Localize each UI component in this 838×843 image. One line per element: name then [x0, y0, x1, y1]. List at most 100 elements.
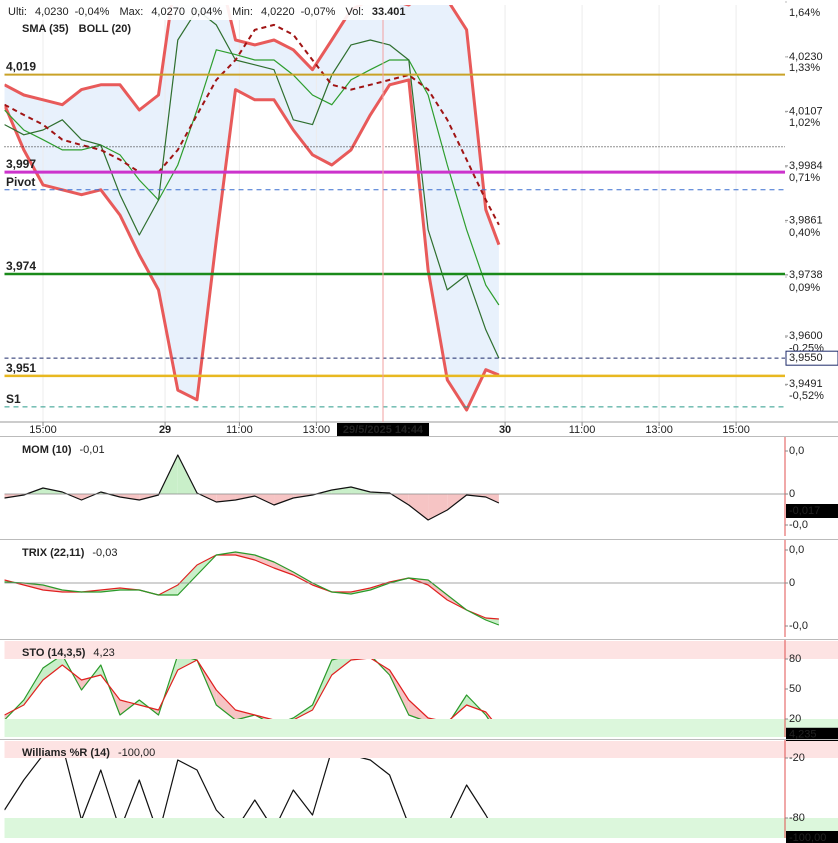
level-label: Pivot [6, 175, 35, 189]
stat-label: Min: [232, 6, 253, 18]
plot-area [4, 454, 500, 521]
x-tick-label: 30 [499, 424, 511, 436]
stat-label: Max: [119, 6, 143, 18]
panel-title-value: -0,01 [80, 444, 105, 456]
legend-entry: SMA (35) [22, 23, 69, 35]
cursor-box [337, 423, 430, 436]
zone [4, 818, 838, 838]
y-tick-label: 80 [789, 653, 801, 665]
panel-title-value: -0,03 [92, 547, 117, 559]
fill-area [235, 710, 255, 720]
cursor-label: 29/5/2025 14:44 [343, 424, 424, 436]
y2-tick-label: 0,09% [789, 282, 820, 294]
zone [4, 719, 838, 737]
level-label: 4,019 [6, 60, 36, 74]
y-tick-label: 50 [789, 683, 801, 695]
x-tick-label: 11:00 [226, 424, 253, 436]
fill-area [23, 668, 44, 705]
panel-title: MOM (10) [22, 444, 72, 456]
panel-title: TRIX (22,11) [22, 547, 85, 559]
y-tick-label: 0 [789, 488, 795, 500]
y-tick-label: 0,0 [789, 445, 804, 457]
y-tick-label: 0,0 [789, 544, 804, 556]
y2-tick-label: 1,64% [789, 7, 820, 19]
stat-value: 4,0220 [261, 6, 295, 18]
header-background [0, 3, 400, 20]
stat-value: 33.401 [372, 6, 406, 18]
fill-area [254, 555, 275, 568]
last-value-box [786, 504, 838, 518]
fill-area [485, 494, 499, 503]
last-value-box [785, 350, 838, 366]
fill-area [177, 565, 198, 595]
fill-area [408, 494, 429, 520]
fill-area [331, 487, 352, 494]
fill-area [331, 655, 352, 675]
y-tick-label: -20 [789, 752, 805, 764]
y2-tick-label: 1,33% [789, 62, 820, 74]
series-line [4, 551, 500, 626]
y2-tick-label: 0,40% [789, 227, 820, 239]
y-tick-label: 3,9984 [789, 160, 823, 172]
level-label: 3,997 [6, 157, 36, 171]
stat-change: -0,07% [301, 6, 336, 18]
last-value-label: -0,017 [789, 505, 820, 517]
x-tick-label: 15:00 [722, 424, 750, 436]
y-tick-label: 3,9861 [789, 214, 823, 226]
fill-area [274, 562, 294, 575]
panel-title-value: 4,23 [93, 647, 114, 659]
zone [4, 741, 838, 758]
stat-value: 4,0270 [151, 6, 185, 18]
fill-area [120, 494, 140, 500]
y-tick-label: 4,0230 [789, 51, 823, 63]
stat-label: Ulti: [8, 6, 27, 18]
band-line [4, 78, 500, 412]
x-tick-label: 15:00 [29, 424, 57, 436]
stat-change: 0,04% [191, 6, 222, 18]
band-middle [4, 49, 500, 306]
x-tick-label: 13:00 [645, 424, 673, 436]
y-tick-label: -0,0 [789, 620, 808, 632]
y-tick-label: -0,0 [789, 519, 808, 531]
level-label: 3,974 [6, 259, 36, 273]
fill-area [43, 655, 63, 680]
y-tick-label: 4,0107 [789, 105, 823, 117]
stat-label: Vol: [345, 6, 363, 18]
series-line [4, 23, 500, 226]
y-tick-label: -80 [789, 812, 805, 824]
fill-area [428, 580, 448, 600]
legend-entry: BOLL (20) [79, 23, 132, 35]
y-tick-label: 0 [789, 577, 795, 589]
y-tick-label: 3,9738 [789, 269, 823, 281]
last-value-box [786, 727, 838, 742]
stat-value: 4,0230 [35, 6, 69, 18]
x-tick-label: 29 [159, 424, 171, 436]
x-tick-label: 13:00 [303, 424, 331, 436]
zone [4, 641, 838, 659]
plot-area [4, 5, 737, 422]
level-label: 3,951 [6, 361, 36, 375]
y2-tick-label: 0,71% [789, 172, 820, 184]
last-value-label: 4,235 [789, 729, 817, 741]
fill-area [120, 700, 135, 715]
level-label: S1 [6, 392, 21, 406]
x-tick-label: 11:00 [569, 424, 596, 436]
plot-area [4, 654, 500, 736]
fill-area [216, 690, 236, 720]
y2-tick-label: 1,02% [789, 117, 820, 129]
last-value-label: -100,00 [789, 832, 826, 843]
series-line [4, 454, 500, 521]
band-line [4, 5, 501, 246]
panel-title-value: -100,00 [118, 747, 155, 759]
last-value-label: 3,9550 [789, 352, 823, 364]
last-value-box [786, 831, 838, 843]
fill-area [235, 552, 255, 560]
series-line [4, 657, 500, 729]
panel-title: Williams %R (14) [22, 747, 110, 759]
stat-change: -0,04% [75, 6, 110, 18]
y-tick-label: 20 [789, 713, 801, 725]
fill-area [274, 494, 294, 505]
panel-title: STO (14,3,5) [22, 647, 86, 659]
fill-area [428, 494, 448, 520]
